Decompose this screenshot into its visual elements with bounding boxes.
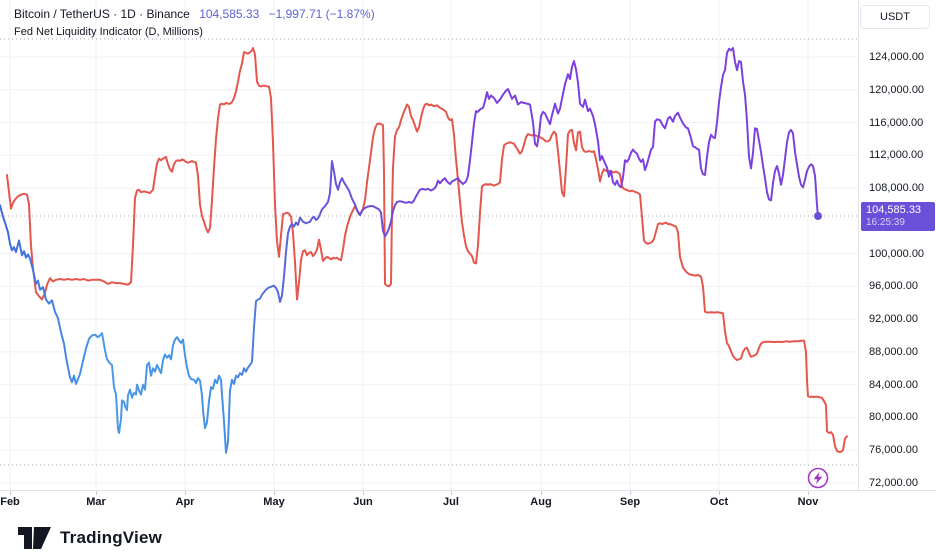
tradingview-attribution[interactable]: TradingView bbox=[18, 526, 162, 550]
month-label-may: May bbox=[263, 496, 285, 508]
last-price-dot bbox=[814, 212, 822, 221]
month-label-mar: Mar bbox=[86, 496, 106, 508]
symbol-last-price: 104,585.33 bbox=[199, 7, 260, 21]
price-tick-label: 116,000.00 bbox=[869, 116, 924, 129]
price-tick-label: 88,000.00 bbox=[869, 345, 918, 358]
series-line-btcusdt-close bbox=[0, 47, 819, 454]
time-axis[interactable]: Feb Mar Apr May Jun Jul Aug Sep Oct Nov bbox=[0, 490, 936, 515]
symbol-legend-row[interactable]: Bitcoin / TetherUS · 1D · Binance 104,58… bbox=[14, 6, 375, 23]
price-tick-label: 112,000.00 bbox=[869, 149, 924, 162]
price-tick-label: 108,000.00 bbox=[869, 182, 925, 195]
time-tick bbox=[541, 491, 542, 495]
flash-event-icon[interactable] bbox=[807, 467, 829, 489]
time-tick bbox=[96, 491, 97, 495]
month-label-aug: Aug bbox=[530, 496, 552, 508]
currency-unit-label: USDT bbox=[880, 11, 910, 23]
currency-unit-button[interactable]: USDT bbox=[860, 5, 930, 29]
time-tick bbox=[185, 491, 186, 495]
month-label-nov: Nov bbox=[797, 496, 819, 508]
chart-gridlines bbox=[0, 0, 857, 490]
symbol-change: −1,997.71 (−1.87%) bbox=[268, 7, 375, 21]
price-tick-label: 96,000.00 bbox=[869, 280, 918, 293]
price-tick-label: 124,000.00 bbox=[869, 51, 925, 63]
time-tick bbox=[451, 491, 452, 495]
price-axis[interactable]: 104,585.33 16:25:39 124,000.00 120,000.00… bbox=[858, 0, 936, 490]
price-tick-label: 80,000.00 bbox=[869, 411, 918, 424]
price-chart-canvas[interactable] bbox=[0, 0, 936, 490]
chart-series bbox=[0, 47, 848, 454]
price-tick-label: 72,000.00 bbox=[869, 477, 918, 489]
chart-legend: Bitcoin / TetherUS · 1D · Binance 104,58… bbox=[14, 6, 375, 41]
time-tick bbox=[10, 491, 11, 495]
last-price-time: 16:25:39 bbox=[866, 217, 905, 229]
last-price-value: 104,585.33 bbox=[866, 204, 922, 217]
month-label-oct: Oct bbox=[709, 496, 729, 508]
indicator-title: Fed Net Liquidity Indicator (D, Millions… bbox=[14, 26, 203, 38]
tradingview-logo-icon bbox=[18, 527, 51, 549]
indicator-legend-row[interactable]: Fed Net Liquidity Indicator (D, Millions… bbox=[14, 24, 375, 41]
time-tick bbox=[719, 491, 720, 495]
time-tick bbox=[274, 491, 275, 495]
price-tick-label: 76,000.00 bbox=[869, 444, 918, 457]
month-label-jun: Jun bbox=[353, 496, 373, 508]
price-tick-label: 84,000.00 bbox=[869, 378, 918, 391]
price-tick-label: 92,000.00 bbox=[869, 313, 918, 326]
month-label-sep: Sep bbox=[619, 496, 641, 508]
time-tick bbox=[808, 491, 809, 495]
month-label-feb: Feb bbox=[0, 496, 20, 508]
chart-reference-lines bbox=[0, 38, 857, 466]
price-tick-label: 100,000.00 bbox=[869, 247, 925, 260]
month-label-apr: Apr bbox=[175, 496, 195, 508]
time-tick bbox=[630, 491, 631, 495]
month-label-jul: Jul bbox=[443, 496, 459, 508]
price-tick-label: 120,000.00 bbox=[869, 83, 925, 96]
symbol-title: Bitcoin / TetherUS · 1D · Binance bbox=[14, 7, 190, 21]
tradingview-logo-text: TradingView bbox=[60, 528, 163, 547]
last-price-badge: 104,585.33 16:25:39 bbox=[861, 202, 935, 232]
time-tick bbox=[363, 491, 364, 495]
series-line-fed-net-liquidity-indicator bbox=[6, 47, 848, 453]
